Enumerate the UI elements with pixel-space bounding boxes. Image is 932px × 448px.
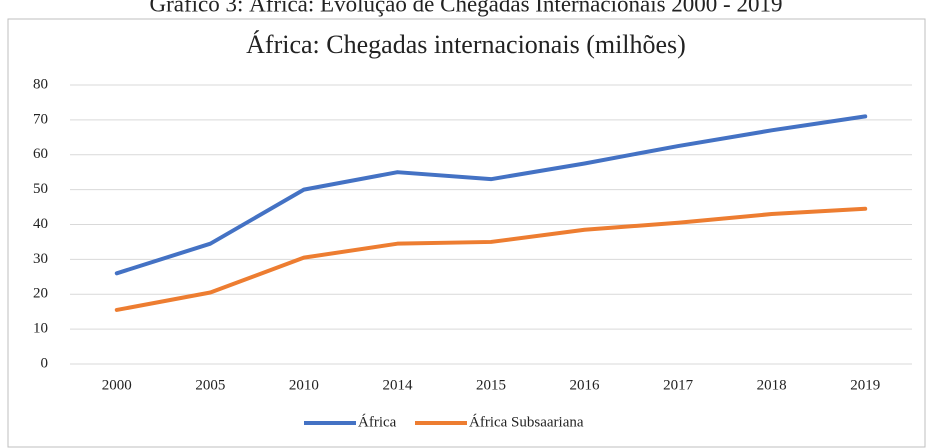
y-tick-label: 10 [33, 321, 48, 337]
legend-label: África Subsaariana [469, 413, 584, 430]
legend-label: África [358, 413, 397, 430]
x-tick-label: 2005 [195, 377, 225, 393]
x-tick-label: 2014 [382, 377, 413, 393]
y-tick-label: 20 [33, 286, 48, 302]
y-tick-label: 40 [33, 216, 48, 232]
y-tick-label: 50 [33, 181, 48, 197]
caption: Gráfico 3: África: Evolução de Chegadas … [150, 0, 783, 16]
x-tick-label: 2016 [570, 377, 601, 393]
series-line [114, 206, 868, 312]
x-tick-label: 2018 [757, 377, 787, 393]
y-tick-label: 30 [33, 251, 48, 267]
x-tick-label: 2000 [102, 377, 132, 393]
series-line [114, 114, 868, 276]
y-tick-label: 0 [41, 355, 49, 371]
chart-title: África: Chegadas internacionais (milhões… [246, 30, 686, 59]
x-tick-label: 2015 [476, 377, 506, 393]
y-tick-label: 60 [33, 146, 48, 162]
x-tick-label: 2017 [663, 377, 694, 393]
x-tick-label: 2010 [289, 377, 319, 393]
chart-frame [7, 18, 926, 448]
y-tick-label: 80 [33, 76, 48, 92]
x-tick-label: 2019 [850, 377, 880, 393]
y-tick-label: 70 [33, 111, 48, 127]
